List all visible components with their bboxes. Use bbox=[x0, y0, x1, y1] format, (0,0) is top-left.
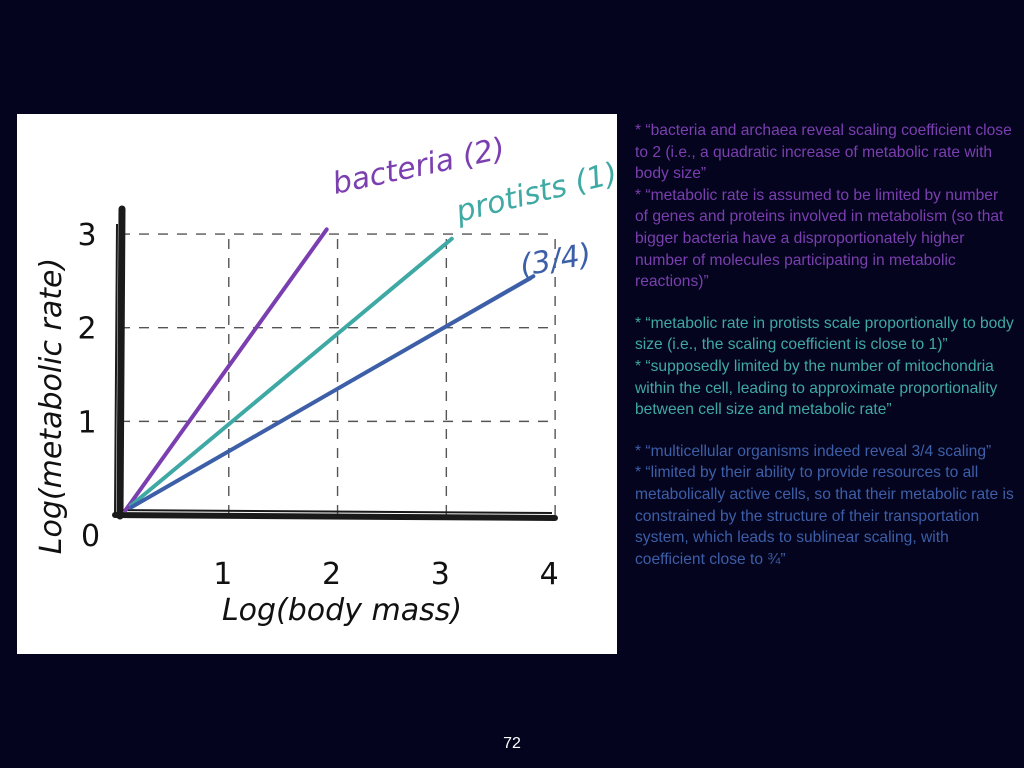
note-block-multicellular: * “multicellular organisms indeed reveal… bbox=[635, 441, 1015, 571]
note-bacteria-2: * “metabolic rate is assumed to be limit… bbox=[635, 186, 1004, 291]
series-label-multicellular: (3/4) bbox=[517, 237, 594, 284]
note-bacteria-1: * “bacteria and archaea reveal scaling c… bbox=[635, 122, 1012, 183]
series-line-bacteria-sketch bbox=[126, 231, 326, 511]
page-number: 72 bbox=[503, 735, 521, 752]
x-tick-label-2: 2 bbox=[322, 557, 341, 592]
y-tick-label-2: 2 bbox=[77, 312, 96, 347]
axes bbox=[112, 205, 558, 521]
y-tick-label-3: 3 bbox=[77, 218, 96, 253]
x-tick-label-1: 1 bbox=[213, 557, 232, 592]
x-axis-line bbox=[112, 512, 558, 521]
y-tick-label-1: 1 bbox=[77, 405, 96, 440]
metabolic-scaling-chart: 1 2 3 4 1 2 3 0 Log(body mass) Log(metabolic r… bbox=[34, 131, 617, 628]
tick-labels: 1 2 3 4 1 2 3 bbox=[77, 218, 558, 592]
chart-panel: 1 2 3 4 1 2 3 0 Log(body mass) Log(metabolic r… bbox=[17, 114, 617, 654]
y-axis-title: Log(metabolic rate) bbox=[34, 258, 69, 554]
y-axis-line-thin bbox=[114, 223, 118, 515]
notes-column: * “bacteria and archaea reveal scaling c… bbox=[635, 120, 1015, 590]
series-lines bbox=[123, 227, 536, 513]
y-axis-line bbox=[116, 205, 126, 520]
origin-label: 0 bbox=[81, 519, 100, 554]
series-line-protists-sketch bbox=[132, 241, 451, 506]
x-tick-label-4: 4 bbox=[540, 557, 559, 592]
note-multicellular-2: * “limited by their ability to provide r… bbox=[635, 464, 1014, 568]
x-tick-label-3: 3 bbox=[431, 557, 450, 592]
series-line-multicellular-sketch bbox=[132, 278, 533, 508]
note-block-protists: * “metabolic rate in protists scale prop… bbox=[635, 313, 1015, 421]
note-multicellular-1: * “multicellular organisms indeed reveal… bbox=[635, 442, 992, 460]
x-axis-title: Log(body mass) bbox=[222, 593, 462, 628]
note-protists-2: * “supposedly limited by the number of m… bbox=[635, 357, 998, 419]
x-axis-line-thin bbox=[116, 509, 553, 514]
note-protists-1: * “metabolic rate in protists scale prop… bbox=[635, 314, 1014, 354]
grid-lines bbox=[120, 233, 556, 515]
note-block-bacteria: * “bacteria and archaea reveal scaling c… bbox=[635, 120, 1015, 293]
